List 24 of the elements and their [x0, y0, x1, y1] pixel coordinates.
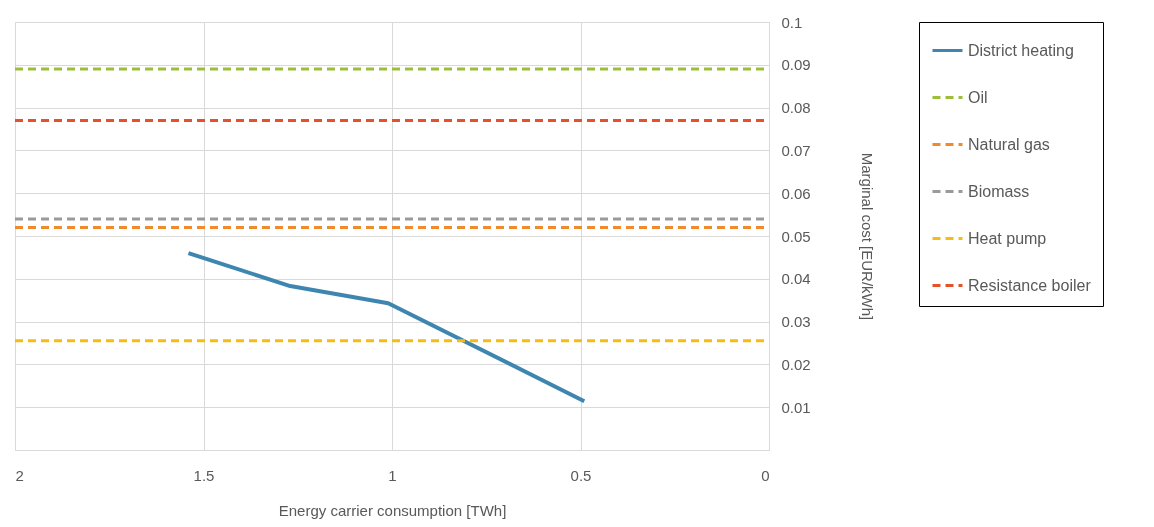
legend-label: Heat pump: [968, 229, 1047, 247]
y-tick-label: 0.07: [781, 141, 811, 159]
legend-label: Oil: [968, 88, 988, 106]
x-axis-title: Energy carrier consumption [TWh]: [278, 501, 507, 519]
y-tick-label: 0.06: [781, 184, 811, 202]
x-tick-label: 0.5: [570, 466, 592, 484]
y-tick-label: 0.03: [781, 313, 811, 331]
x-tick-label: 0: [761, 466, 770, 484]
x-tick-label: 1.5: [193, 466, 215, 484]
y-tick-label: 0.01: [781, 398, 811, 416]
y-tick-label: 0.05: [781, 227, 811, 245]
legend-label: Resistance boiler: [968, 276, 1092, 294]
y-tick-label: 0.09: [781, 56, 811, 74]
y-tick-label: 0.1: [781, 13, 803, 31]
x-tick-label: 2: [15, 466, 24, 484]
legend-label: Biomass: [968, 182, 1030, 200]
legend-label: District heating: [968, 41, 1074, 59]
y-tick-label: 0.04: [781, 270, 811, 288]
y-axis-title: Marginal cost [EUR/kWh]: [858, 152, 876, 321]
y-tick-label: 0.08: [781, 99, 811, 117]
legend-label: Natural gas: [968, 135, 1050, 153]
x-tick-label: 1: [388, 466, 397, 484]
y-tick-label: 0.02: [781, 355, 811, 373]
line-series: [186, 251, 587, 404]
